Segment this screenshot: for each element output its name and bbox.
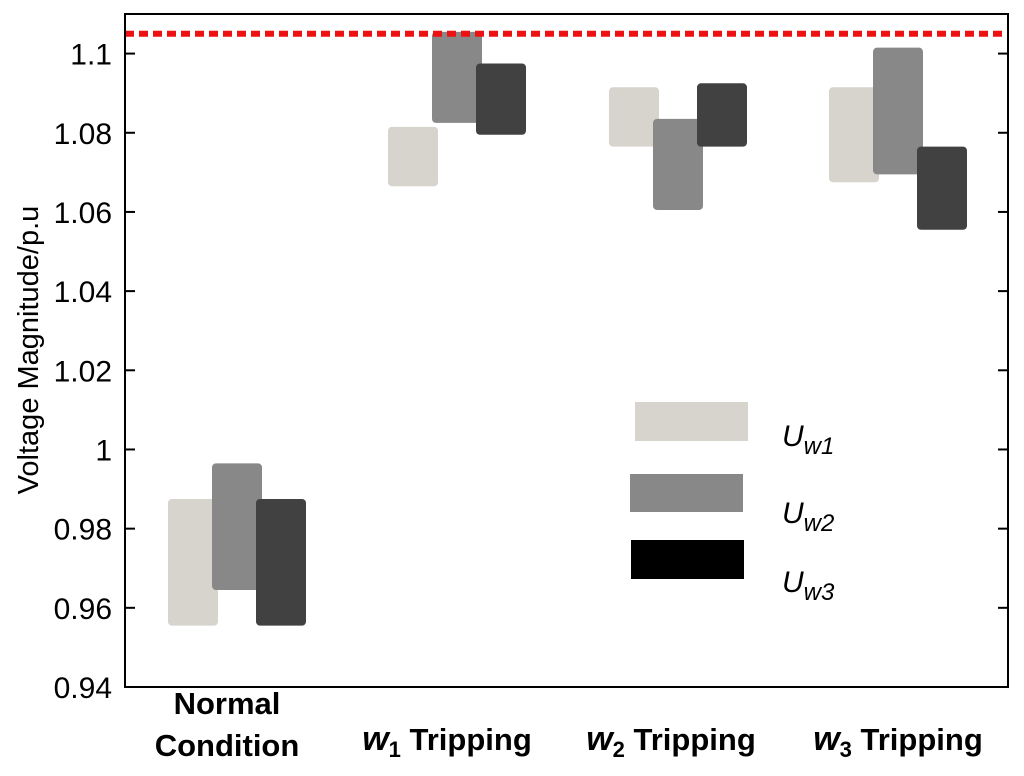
legend-swatch-w3 — [631, 540, 744, 579]
x-category-label: Normal — [174, 686, 281, 721]
legend-label-w3: Uw3 — [782, 566, 835, 606]
y-axis-label: Voltage Magnitude/p.u — [13, 206, 45, 495]
legend: Uw1 Uw2 Uw3 — [630, 402, 835, 606]
y-tick-label: 1.04 — [54, 276, 112, 309]
bar-w1-category-1 — [168, 498, 218, 626]
y-tick-label: 1.06 — [54, 197, 112, 230]
legend-label-w2: Uw2 — [782, 497, 834, 537]
x-category-label: w2 Tripping — [586, 720, 756, 762]
legend-swatch-w2 — [630, 474, 743, 512]
x-category-label: w1 Tripping — [362, 720, 532, 762]
plot-frame — [124, 13, 1009, 688]
bar-w2-category-1 — [212, 463, 262, 591]
bar-w1-category-2 — [388, 126, 438, 187]
y-tick-label: 1 — [95, 434, 112, 467]
bar-w3-category-2 — [476, 63, 526, 135]
bar-w1-category-3 — [609, 87, 659, 147]
bar-w2-category-2 — [432, 31, 482, 123]
x-category-label: Condition — [155, 728, 300, 763]
bar-w3-category-4 — [917, 146, 967, 230]
legend-label-w1: Uw1 — [782, 420, 834, 460]
bars-layer — [168, 31, 967, 626]
y-ticks: 0.94 0.96 0.98 1 1.02 1.04 1.06 1.08 1.1 — [54, 39, 1008, 705]
bar-w2-category-3 — [653, 118, 703, 210]
x-category-label: w3 Tripping — [813, 720, 983, 762]
y-tick-label: 0.98 — [54, 514, 112, 547]
y-tick-label: 0.94 — [54, 672, 112, 705]
y-tick-label: 1.08 — [54, 118, 112, 151]
bar-w3-category-1 — [256, 498, 306, 626]
legend-swatch-w1 — [635, 402, 748, 441]
y-tick-label: 1.1 — [70, 39, 112, 72]
y-tick-label: 1.02 — [54, 355, 112, 388]
x-categories: Normal Condition w1 Tripping w2 Tripping w3 … — [155, 686, 983, 763]
y-tick-label: 0.96 — [54, 593, 112, 626]
bar-w3-category-3 — [697, 83, 747, 147]
bar-w2-category-4 — [873, 47, 923, 175]
bar-w1-category-4 — [829, 87, 879, 183]
